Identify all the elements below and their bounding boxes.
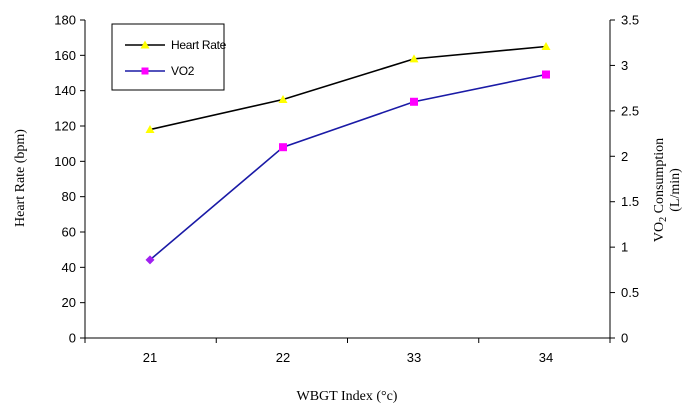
x-tick-label: 33 [407,350,421,365]
x-tick-label: 21 [143,350,157,365]
left-tick-label: 180 [54,13,76,28]
left-tick-label: 60 [62,225,76,240]
data-point-heart-rate [541,42,551,50]
right-tick-label: 1 [621,240,628,255]
legend-heart-rate-label: Heart Rate [171,38,227,52]
series-line-heart-rate [149,45,547,131]
right-tick-label: 3.5 [621,13,639,28]
data-point-heart-rate [278,95,288,103]
series-vo2 [145,70,550,265]
legend-vo2-marker [141,67,149,75]
data-point-vo2 [145,255,155,265]
right-y-axis-title-vo: VO [652,222,667,242]
legend-box [111,23,225,91]
data-point-vo2 [279,143,287,152]
right-tick-label: 1.5 [621,194,639,209]
x-tick-label: 22 [276,350,290,365]
x-axis-title: WBGT Index (°c) [297,389,398,404]
right-tick-label: 0.5 [621,285,639,300]
series-line-vo2 [149,73,547,261]
series-layer [145,42,551,265]
left-tick-label: 20 [62,295,76,310]
right-tick-label: 2.5 [621,103,639,118]
data-point-heart-rate [145,125,155,134]
left-tick-label: 160 [54,48,76,63]
data-point-vo2 [542,70,550,79]
data-point-vo2 [410,97,418,106]
right-y-axis-title-rest: Consumption [652,138,667,217]
series-heart-rate [145,42,551,134]
right-y-axis-title-sub: 2 [658,217,669,222]
left-tick-label: 40 [62,260,76,275]
left-tick-label: 80 [62,189,76,204]
left-tick-label: 100 [54,154,76,169]
x-tick-label: 34 [539,350,553,365]
left-tick-label: 120 [54,119,76,134]
right-y-axis-title: VO2 Consumption (L/min) [652,138,683,242]
data-point-heart-rate [409,54,419,63]
right-tick-label: 2 [621,149,628,164]
right-y-axis-title-line2: (L/min) [668,168,683,212]
right-tick-label: 3 [621,58,628,73]
left-tick-label: 140 [54,83,76,98]
legend-vo2-label: VO2 [171,64,195,78]
left-y-axis-title: Heart Rate (bpm) [13,129,28,227]
right-y-ticks: 0 0.5 1 1.5 2 2.5 3 3.5 [610,13,639,346]
right-y-axis-title-line1: VO2 Consumption [652,138,669,242]
legend-heart-rate-marker [140,40,150,49]
left-tick-label: 0 [69,331,76,346]
x-ticks: 21 22 33 34 [84,338,611,365]
left-y-ticks: 0 20 40 60 80 100 120 140 160 180 [54,13,85,346]
legend: Heart Rate VO2 [111,23,227,91]
right-tick-label: 0 [621,331,628,346]
